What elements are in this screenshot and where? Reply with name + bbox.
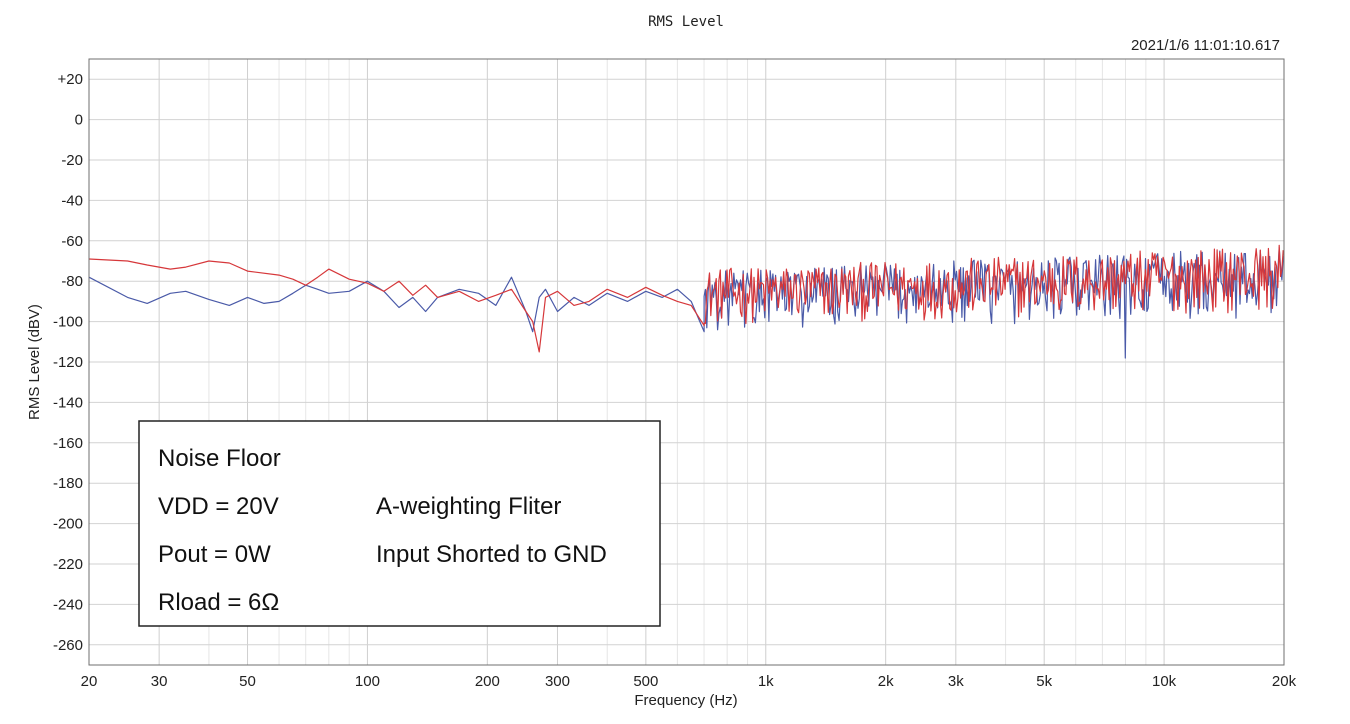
series-layer: [88, 244, 1284, 359]
x-axis-label: Frequency (Hz): [634, 692, 737, 709]
series-blue-line: [88, 247, 1284, 359]
x-tick-label: 200: [475, 673, 500, 690]
y-tick-label: -220: [53, 556, 83, 573]
y-tick-label: 0: [75, 112, 83, 129]
y-tick-label: +20: [58, 71, 83, 88]
x-tick-label: 3k: [948, 673, 964, 690]
y-tick-labels: +20 0 -20 -40 -60 -80 -100 -120 -140 -160 -180 -200…: [53, 71, 83, 654]
annotation-box: Noise Floor VDD = 20V A-weighting Fliter…: [138, 420, 661, 627]
x-tick-label: 300: [545, 673, 570, 690]
timestamp: 2021/1/6 11:01:10.617: [1131, 37, 1280, 54]
y-tick-label: -200: [53, 516, 83, 533]
x-tick-label: 500: [633, 673, 658, 690]
annotation-vdd: VDD = 20V: [158, 493, 279, 520]
y-tick-label: -60: [61, 233, 83, 250]
y-tick-label: -120: [53, 354, 83, 371]
y-tick-label: -40: [61, 192, 83, 209]
y-axis-label: RMS Level (dBV): [26, 304, 43, 420]
x-tick-label: 5k: [1036, 673, 1052, 690]
series-red-line: [88, 244, 1284, 353]
x-tick-label: 20k: [1272, 673, 1297, 690]
y-tick-label: -260: [53, 637, 83, 654]
x-tick-label: 2k: [878, 673, 894, 690]
y-tick-label: -80: [61, 273, 83, 290]
y-tick-label: -180: [53, 475, 83, 492]
y-tick-label: -240: [53, 596, 83, 613]
plot-frame: [88, 58, 1285, 666]
x-tick-label: 20: [81, 673, 98, 690]
x-tick-label: 50: [239, 673, 256, 690]
x-tick-label: 30: [151, 673, 168, 690]
y-tick-label: -100: [53, 314, 83, 331]
x-tick-label: 1k: [758, 673, 774, 690]
annotation-filter: A-weighting Fliter: [376, 493, 561, 520]
y-tick-label: -20: [61, 152, 83, 169]
x-tick-label: 100: [355, 673, 380, 690]
chart-title: RMS Level: [648, 14, 724, 30]
annotation-rload: Rload = 6Ω: [158, 589, 279, 616]
annotation-pout: Pout = 0W: [158, 541, 271, 568]
y-tick-label: -140: [53, 394, 83, 411]
y-tick-label: -160: [53, 435, 83, 452]
x-tick-labels: 20 30 50 100 200 300 500 1k 2k 3k 5k 10k 20k: [81, 673, 1297, 690]
annotation-noise-floor: Noise Floor: [158, 445, 281, 472]
annotation-frame: [138, 420, 661, 627]
annotation-input: Input Shorted to GND: [376, 541, 607, 568]
grid: [88, 59, 1285, 665]
x-tick-label: 10k: [1152, 673, 1177, 690]
